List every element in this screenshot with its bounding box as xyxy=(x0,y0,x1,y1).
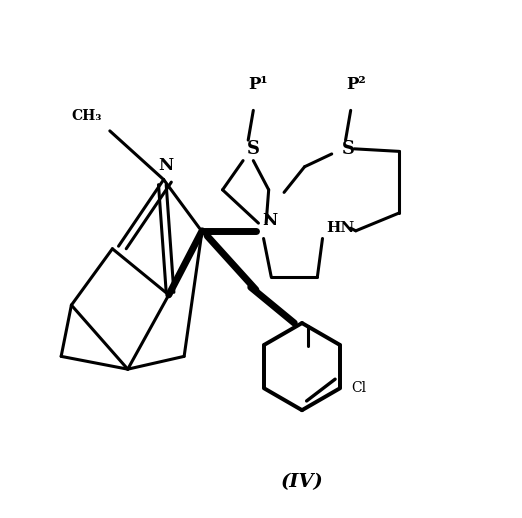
Text: S: S xyxy=(341,140,354,158)
Text: P¹: P¹ xyxy=(248,76,268,93)
Text: N: N xyxy=(159,157,174,174)
Text: S: S xyxy=(247,140,260,158)
Text: (IV): (IV) xyxy=(281,473,323,491)
Text: N: N xyxy=(262,212,277,229)
Text: Cl: Cl xyxy=(352,381,367,395)
Text: HN: HN xyxy=(326,221,354,235)
Text: CH₃: CH₃ xyxy=(72,108,102,123)
Text: P²: P² xyxy=(346,76,365,93)
